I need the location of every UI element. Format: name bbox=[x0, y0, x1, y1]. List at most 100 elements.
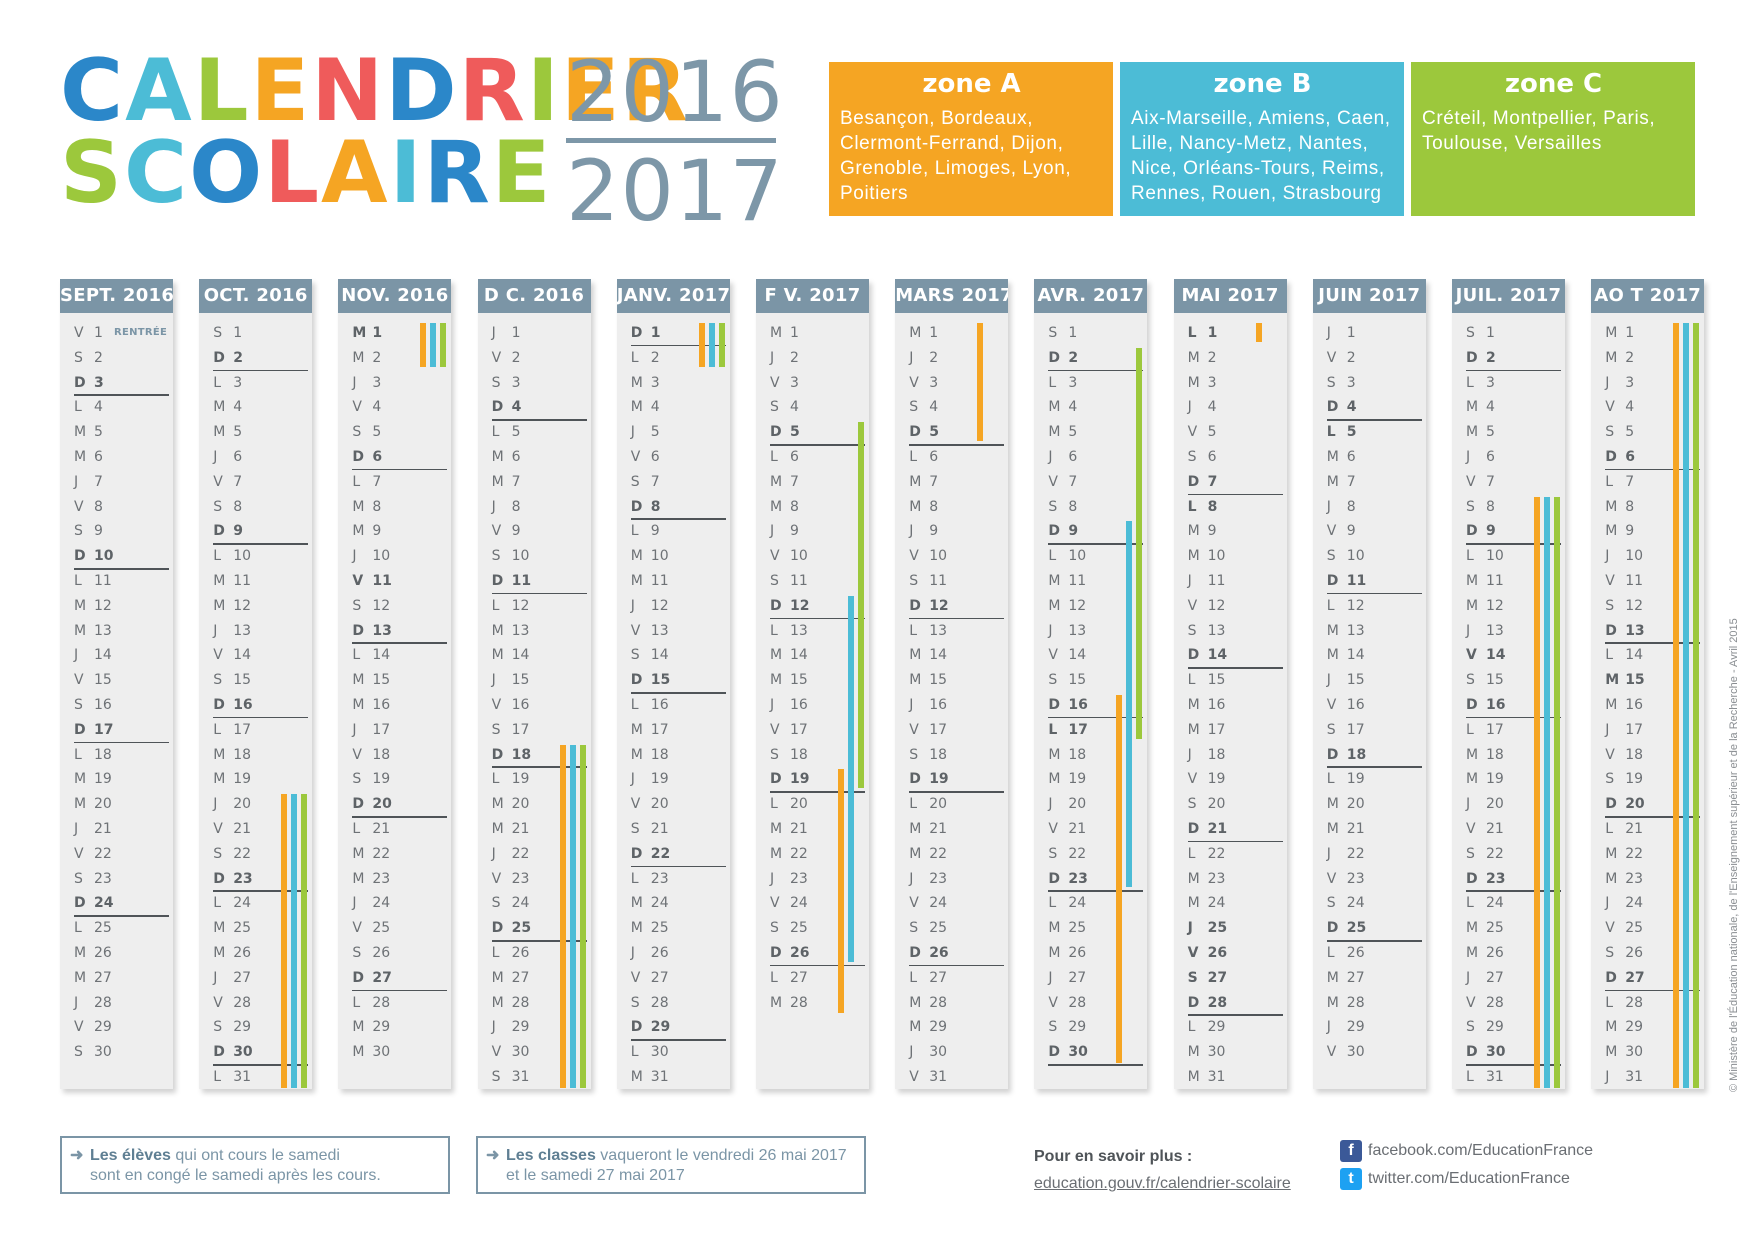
weekday-letter: J bbox=[909, 1044, 914, 1061]
day-number: 21 bbox=[1486, 821, 1504, 837]
day-number: 6 bbox=[1207, 449, 1217, 465]
day-number: 22 bbox=[1207, 845, 1226, 862]
weekday-letter: S bbox=[74, 697, 83, 713]
day-number: 4 bbox=[929, 399, 939, 416]
rentree-label: RENTRÉE bbox=[114, 327, 168, 338]
weekday-letter: D bbox=[1605, 796, 1617, 813]
day-row: J 11 bbox=[1188, 569, 1226, 593]
day-number: 9 bbox=[1207, 523, 1217, 540]
day-number: 8 bbox=[511, 498, 521, 515]
day-number: 9 bbox=[650, 523, 660, 540]
vacation-bar-zone-a bbox=[420, 323, 427, 367]
day-number: 15 bbox=[1068, 672, 1087, 689]
day-number: 14 bbox=[233, 647, 252, 664]
day-number: 5 bbox=[94, 424, 103, 441]
day-number: 11 bbox=[1486, 573, 1504, 589]
week-separator bbox=[1605, 816, 1701, 818]
week-separator bbox=[1048, 890, 1144, 892]
day-number: 16 bbox=[372, 697, 391, 713]
title-scolaire-letter: A bbox=[321, 123, 390, 223]
day-number: 28 bbox=[372, 994, 391, 1011]
day-number: 24 bbox=[1068, 895, 1087, 912]
month-header: SEPT. 2016 bbox=[60, 279, 173, 313]
vacation-bar-zone-c bbox=[858, 422, 864, 789]
day-number: 24 bbox=[94, 895, 114, 912]
day-row: S 21 bbox=[631, 817, 669, 841]
day-row: J 29 bbox=[1327, 1015, 1365, 1039]
weekday-letter: S bbox=[352, 945, 362, 961]
day-number: 11 bbox=[1346, 573, 1367, 589]
day-number: 29 bbox=[1207, 1019, 1226, 1036]
vacation-bar-zone-c bbox=[440, 323, 447, 367]
day-number: 16 bbox=[650, 697, 669, 713]
day-row: V 14 bbox=[1466, 643, 1505, 667]
day-row: S 24 bbox=[1327, 891, 1365, 915]
weekday-letter: M bbox=[213, 920, 226, 937]
weekday-letter: V bbox=[1466, 647, 1477, 664]
week-separator bbox=[1048, 716, 1144, 719]
day-row: S 19 bbox=[352, 767, 390, 791]
weekday-letter: V bbox=[352, 746, 362, 763]
week-separator bbox=[213, 543, 309, 545]
week-separator bbox=[74, 568, 169, 570]
day-number: 3 bbox=[929, 374, 939, 391]
day-number: 9 bbox=[1486, 523, 1496, 540]
twitter-link[interactable]: t twitter.com/EducationFrance bbox=[1340, 1168, 1570, 1190]
day-row: D 18 bbox=[1327, 743, 1366, 767]
weekday-letter: V bbox=[909, 721, 919, 738]
day-number: 23 bbox=[233, 870, 253, 887]
weekday-letter: S bbox=[770, 746, 779, 763]
day-number: 20 bbox=[1346, 796, 1365, 813]
weekday-letter: L bbox=[909, 969, 917, 986]
day-row: M 26 bbox=[74, 941, 112, 965]
week-separator bbox=[1048, 369, 1144, 372]
day-number: 28 bbox=[650, 994, 669, 1011]
day-row: M 11 bbox=[1048, 569, 1086, 593]
day-row: D 23 bbox=[1048, 867, 1087, 891]
weekday-letter: M bbox=[770, 821, 783, 837]
weekday-letter: M bbox=[1605, 523, 1618, 540]
week-separator bbox=[909, 791, 1005, 793]
day-number: 21 bbox=[929, 821, 948, 837]
weekday-letter: M bbox=[74, 796, 87, 813]
day-number: 12 bbox=[1207, 597, 1226, 614]
day-number: 4 bbox=[94, 399, 103, 416]
weekday-letter: J bbox=[909, 697, 914, 713]
day-number: 1 bbox=[233, 325, 243, 341]
day-number: 17 bbox=[650, 721, 669, 738]
weekday-letter: S bbox=[1187, 969, 1198, 986]
weekday-letter: J bbox=[630, 771, 635, 788]
day-number: 27 bbox=[233, 969, 252, 986]
week-separator bbox=[491, 592, 587, 595]
note1-text: qui ont cours le samedi bbox=[170, 1147, 340, 1164]
weekday-letter: M bbox=[770, 845, 783, 862]
weekday-letter: S bbox=[1466, 498, 1475, 515]
day-row: L 10 bbox=[213, 544, 251, 568]
day-row: L 28 bbox=[1605, 991, 1643, 1015]
more-info-link[interactable]: education.gouv.fr/calendrier-scolaire bbox=[1034, 1175, 1291, 1192]
facebook-link[interactable]: f facebook.com/EducationFrance bbox=[1340, 1140, 1593, 1162]
day-number: 1 bbox=[1486, 325, 1495, 341]
day-number: 31 bbox=[511, 1069, 530, 1085]
weekday-letter: M bbox=[1466, 399, 1479, 416]
weekday-letter: J bbox=[630, 945, 635, 961]
day-number: 30 bbox=[511, 1044, 530, 1061]
weekday-letter: D bbox=[909, 945, 921, 961]
day-number: 24 bbox=[929, 895, 948, 912]
month-header: MAI 2017 bbox=[1173, 279, 1287, 313]
year-start: 2016 bbox=[566, 43, 784, 141]
day-number: 26 bbox=[94, 945, 112, 961]
day-row: D 12 bbox=[909, 594, 948, 618]
weekday-letter: J bbox=[1466, 622, 1471, 639]
